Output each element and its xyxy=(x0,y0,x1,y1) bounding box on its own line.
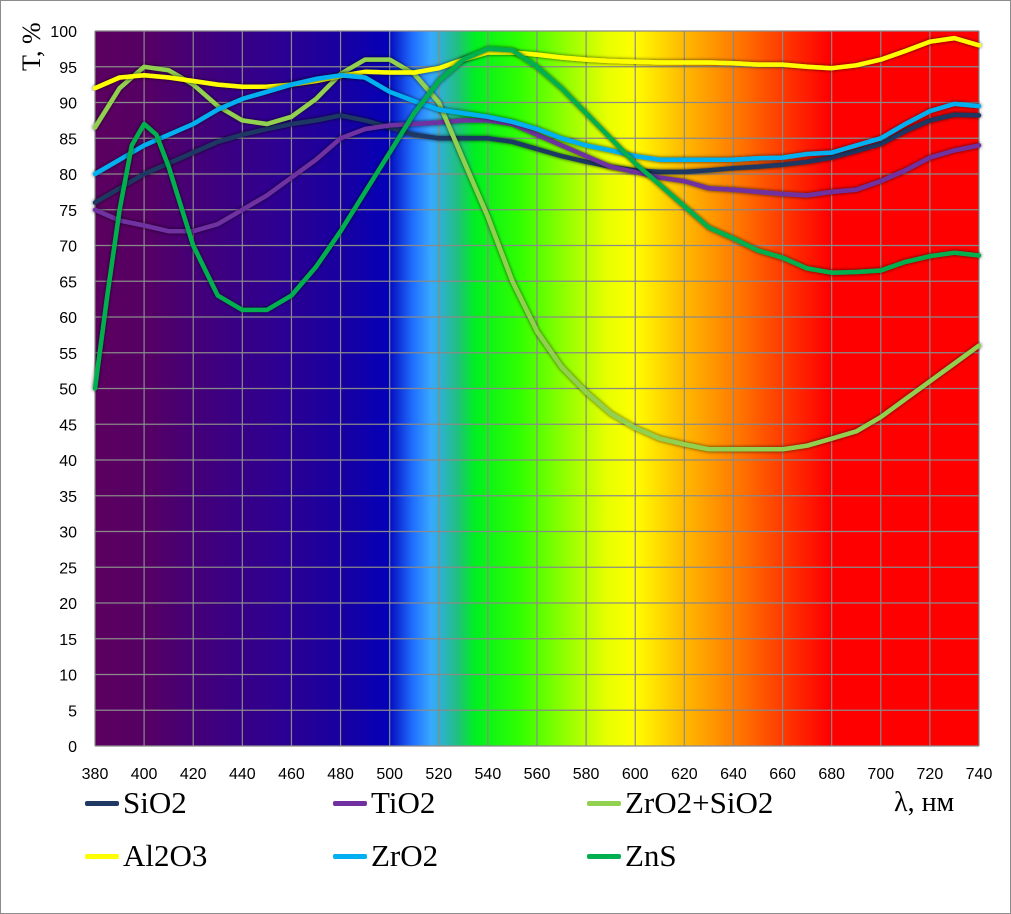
y-tick-label: 55 xyxy=(59,346,77,363)
series-line-sio2 xyxy=(92,112,982,205)
series-line-zns xyxy=(92,46,982,391)
x-tick-label: 400 xyxy=(131,766,158,783)
legend-item-sio2: SiO2 xyxy=(85,785,187,821)
legend-item-zns: ZnS xyxy=(587,838,677,874)
y-tick-label: 90 xyxy=(59,96,77,113)
y-tick-label: 45 xyxy=(59,417,77,434)
x-tick-label: 640 xyxy=(720,766,747,783)
legend-swatch-sio2 xyxy=(85,800,119,806)
y-tick-label: 75 xyxy=(59,203,77,220)
x-axis-label: λ, нм xyxy=(894,787,955,818)
legend-label: TiO2 xyxy=(371,785,436,820)
series-line-al2o3 xyxy=(92,35,982,91)
legend-swatch-zro2 xyxy=(333,853,367,859)
legend-label: Al2O3 xyxy=(123,838,208,873)
y-tick-label: 40 xyxy=(59,453,77,470)
x-tick-label: 600 xyxy=(622,766,649,783)
x-tick-label: 500 xyxy=(376,766,403,783)
x-tick-label: 540 xyxy=(475,766,502,783)
y-tick-label: 85 xyxy=(59,131,77,148)
x-tick-label: 740 xyxy=(966,766,993,783)
y-tick-label: 70 xyxy=(59,239,77,256)
y-tick-label: 30 xyxy=(59,525,77,542)
legend-label: ZrO2 xyxy=(371,838,439,873)
x-tick-label: 520 xyxy=(425,766,452,783)
x-tick-label: 440 xyxy=(229,766,256,783)
legend-swatch-al2o3 xyxy=(85,853,119,859)
x-tick-label: 460 xyxy=(278,766,305,783)
y-axis-ticks: 0 5 10 15 20 25 30 35 40 45 50 55 60 65 70 75 80 85 90 95 10… xyxy=(50,24,77,756)
y-tick-label: 100 xyxy=(50,24,77,41)
legend-swatch-zro2-sio2 xyxy=(587,800,621,806)
y-tick-label: 5 xyxy=(68,703,77,720)
legend-item-zro2-sio2: ZrO2+SiO2 xyxy=(587,785,773,821)
x-tick-label: 420 xyxy=(180,766,207,783)
x-tick-label: 720 xyxy=(917,766,944,783)
y-tick-label: 50 xyxy=(59,382,77,399)
x-tick-label: 560 xyxy=(524,766,551,783)
legend-swatch-tio2 xyxy=(333,800,367,806)
y-tick-label: 15 xyxy=(59,632,77,649)
y-tick-label: 20 xyxy=(59,596,77,613)
x-tick-label: 700 xyxy=(867,766,894,783)
x-tick-label: 380 xyxy=(82,766,109,783)
y-tick-label: 60 xyxy=(59,310,77,327)
y-tick-label: 35 xyxy=(59,489,77,506)
y-axis-label: T, % xyxy=(17,22,46,71)
series-line-tio2 xyxy=(92,118,982,234)
legend-swatch-zns xyxy=(587,853,621,859)
legend-label: SiO2 xyxy=(123,785,187,820)
x-tick-label: 580 xyxy=(573,766,600,783)
legend-item-al2o3: Al2O3 xyxy=(85,838,207,874)
x-tick-label: 480 xyxy=(327,766,354,783)
series-line-zro2-sio2 xyxy=(92,57,982,452)
y-tick-label: 65 xyxy=(59,274,77,291)
x-tick-label: 620 xyxy=(671,766,698,783)
legend-label: ZrO2+SiO2 xyxy=(625,785,774,820)
x-tick-label: 660 xyxy=(769,766,796,783)
series-lines xyxy=(92,35,982,452)
legend-item-tio2: TiO2 xyxy=(333,785,435,821)
legend-item-zro2: ZrO2 xyxy=(333,838,438,874)
y-tick-label: 25 xyxy=(59,560,77,577)
y-tick-label: 80 xyxy=(59,167,77,184)
legend-label: ZnS xyxy=(625,838,677,873)
y-tick-label: 0 xyxy=(68,739,77,756)
x-axis-ticks: 380 400 420 440 460 480 500 520 540 560 580 600 620 6… xyxy=(82,766,993,783)
y-tick-label: 10 xyxy=(59,668,77,685)
y-tick-label: 95 xyxy=(59,60,77,77)
x-tick-label: 680 xyxy=(818,766,845,783)
series-line-zro2 xyxy=(92,73,982,177)
